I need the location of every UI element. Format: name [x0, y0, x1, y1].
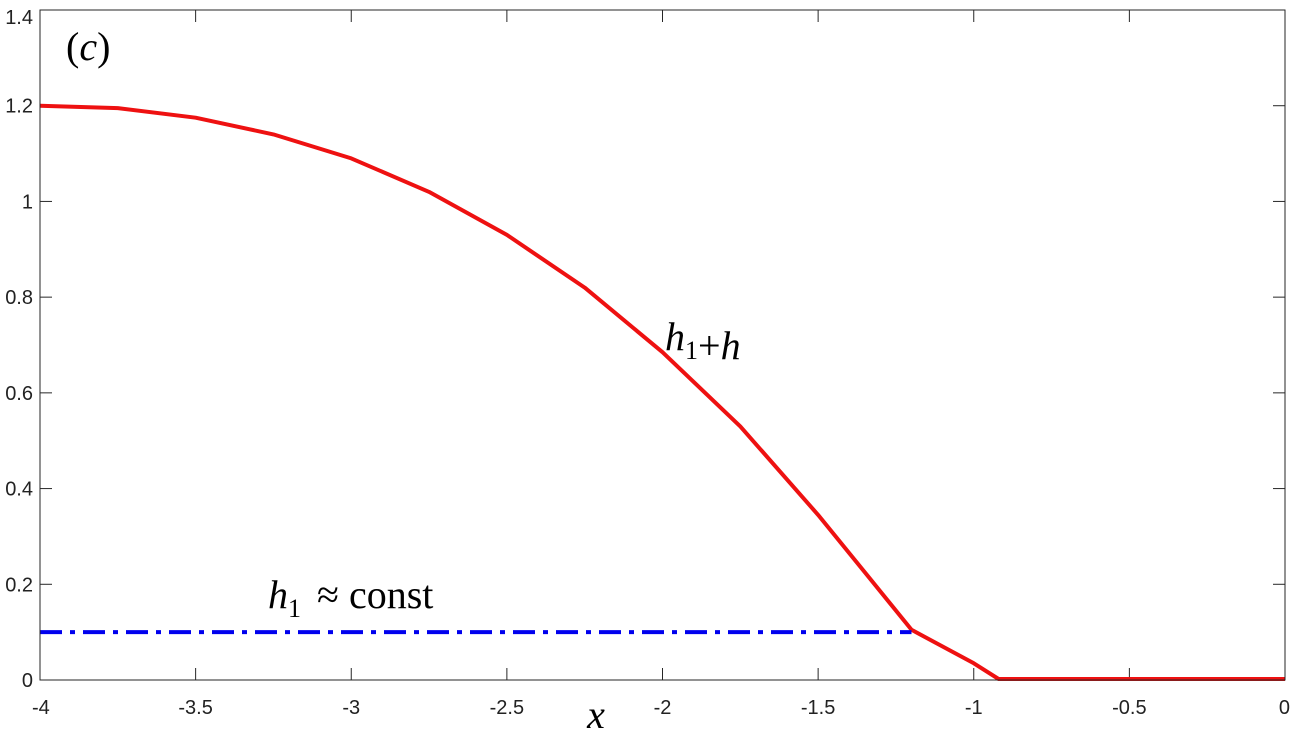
x-tick-label: -1.5 — [801, 697, 835, 719]
y-tick-label: 0 — [22, 670, 33, 692]
labels-layer: -4 -3.5 -3 -2.5 -2 -1.5 -1 -0.5 0 0 0.2 0.4 0.6 0.8 1 1… — [5, 7, 1290, 730]
y-tick-label: 0.4 — [5, 479, 33, 501]
x-axis-label: x — [586, 692, 605, 730]
x-tick-label: -4 — [32, 697, 50, 719]
plot-frame — [39, 9, 1286, 681]
annotation-h1-const: h1 ≈ const — [268, 572, 433, 623]
y-tick-label: 1 — [22, 191, 33, 213]
x-tick-label: 0 — [1279, 697, 1290, 719]
ticks-layer — [39, 9, 1286, 681]
x-tick-label: -3 — [342, 697, 360, 719]
y-tick-label: 1.2 — [5, 96, 33, 118]
x-tick-label: -3.5 — [178, 697, 212, 719]
x-tick-label: -2 — [654, 697, 672, 719]
y-tick-label: 1.4 — [5, 7, 33, 29]
series-layer — [39, 103, 1285, 681]
y-tick-label: 0.6 — [5, 383, 33, 405]
panel-label: (c) — [66, 24, 110, 69]
y-tick-label: 0.8 — [5, 287, 33, 309]
series-line-total — [39, 103, 1285, 681]
x-tick-label: -2.5 — [490, 697, 524, 719]
x-tick-label: -0.5 — [1112, 697, 1146, 719]
y-tick-label: 0.2 — [5, 574, 33, 596]
x-tick-label: -1 — [965, 697, 983, 719]
annotation-h1-plus-h: h1+h — [665, 314, 741, 368]
